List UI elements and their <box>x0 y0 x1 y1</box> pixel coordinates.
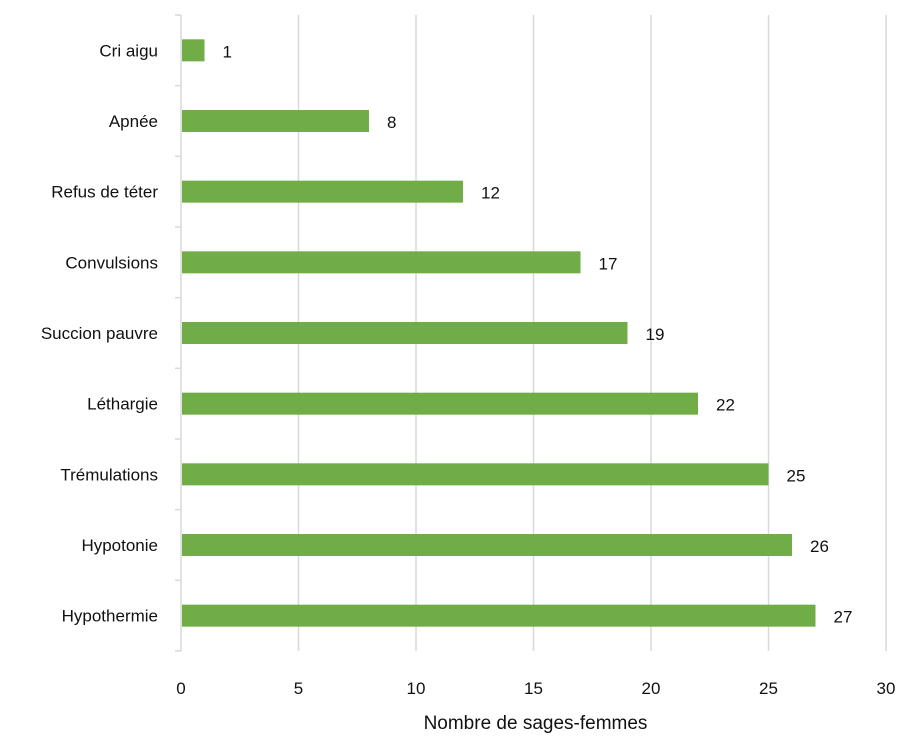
bars <box>182 39 816 627</box>
data-label-hypothermie: 27 <box>834 608 853 627</box>
x-axis-title: Nombre de sages-femmes <box>424 713 648 734</box>
category-label-tremulations: Trémulations <box>60 465 158 484</box>
category-label-hypotonie: Hypotonie <box>81 536 158 555</box>
data-label-cri-aigu: 1 <box>223 42 232 61</box>
bar-apnee <box>182 110 369 132</box>
data-label-succion-pauvre: 19 <box>646 325 665 344</box>
x-tick-label-20: 20 <box>642 679 661 698</box>
category-label-convulsions: Convulsions <box>65 253 158 272</box>
data-label-lethargie: 22 <box>716 396 735 415</box>
x-tick-label-0: 0 <box>176 679 185 698</box>
category-label-cri-aigu: Cri aigu <box>99 41 158 60</box>
data-label-convulsions: 17 <box>599 254 618 273</box>
category-label-apnee: Apnée <box>109 112 158 131</box>
category-label-lethargie: Léthargie <box>87 395 158 414</box>
category-axis <box>175 14 182 652</box>
x-tick-label-25: 25 <box>759 679 778 698</box>
bar-cri-aigu <box>182 39 205 62</box>
bar-convulsions <box>182 251 581 274</box>
bar-succion-pauvre <box>182 322 628 344</box>
category-label-hypothermie: Hypothermie <box>62 607 158 626</box>
category-label-succion-pauvre: Succion pauvre <box>41 324 158 343</box>
bar-hypotonie <box>182 534 792 556</box>
data-label-apnee: 8 <box>387 113 396 132</box>
bar-tremulations <box>182 463 769 486</box>
x-tick-label-15: 15 <box>524 679 543 698</box>
data-label-refus-de-teter: 12 <box>481 184 500 203</box>
labels: 0 5 10 15 20 25 30 Cri aigu 1 Apnée 8 Refus de téte… <box>41 41 896 698</box>
x-tick-label-10: 10 <box>407 679 426 698</box>
bar-refus-de-teter <box>182 180 463 203</box>
category-label-refus-de-teter: Refus de téter <box>51 183 158 202</box>
bar-hypothermie <box>182 604 816 627</box>
bar-lethargie <box>182 392 698 415</box>
data-label-hypotonie: 26 <box>810 537 829 556</box>
x-tick-label-30: 30 <box>877 679 896 698</box>
data-label-tremulations: 25 <box>787 466 806 485</box>
x-tick-label-5: 5 <box>294 679 303 698</box>
